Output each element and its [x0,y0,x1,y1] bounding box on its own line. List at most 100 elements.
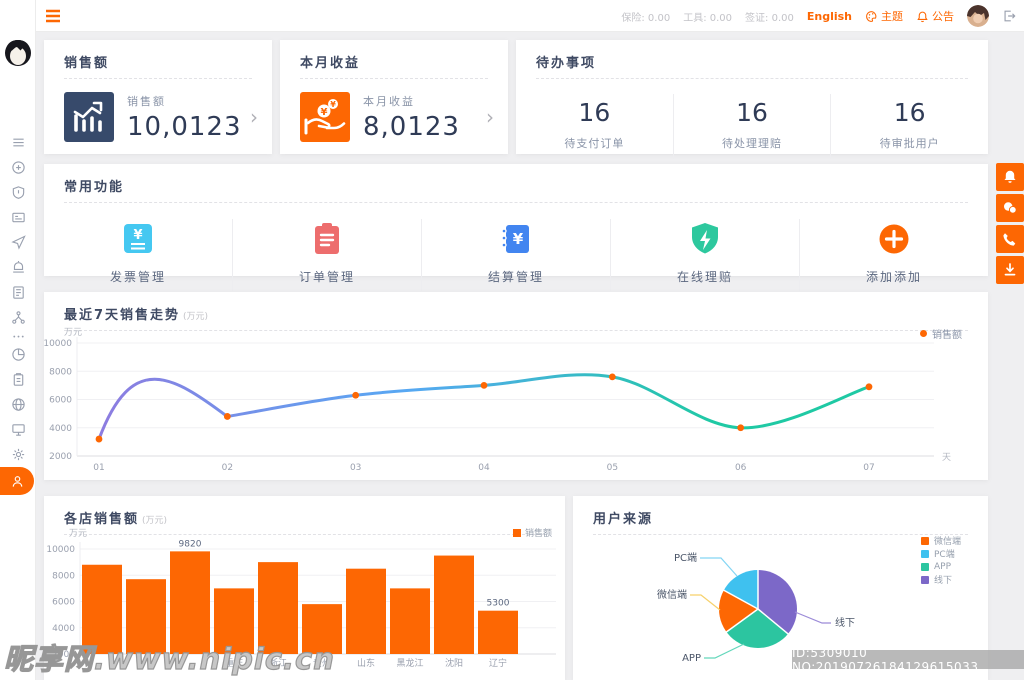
todo-count: 16 [893,98,926,127]
income-hand-icon: ¥ ¥ [300,92,350,142]
pie-legend: 微信端 PC端 APP 线下 [921,534,961,586]
card-title: 待办事项 [536,56,597,71]
app-logo-avatar[interactable] [4,38,32,68]
stat-value: 10,0123 [127,111,242,142]
svg-text:03: 03 [350,463,361,473]
sidebar-item-monitor[interactable] [0,417,36,442]
legend-label: PC端 [934,550,955,560]
svg-text:万元: 万元 [64,328,82,338]
sidebar-item-pie-chart[interactable] [0,342,36,367]
svg-text:6000: 6000 [49,396,72,406]
sidebar-nav [0,130,36,495]
pie-legend-item[interactable]: APP [921,560,961,573]
svg-text:辽宁: 辽宁 [489,657,507,669]
menu-toggle-icon[interactable] [44,7,62,25]
globe-icon [11,398,25,411]
svg-text:¥: ¥ [133,228,142,243]
quick-item-2[interactable]: 订单管理 [233,219,422,291]
sidebar-item-plus-circle[interactable] [0,155,36,180]
quick-item-label: 在线理赔 [676,270,733,284]
svg-text:5300: 5300 [487,599,510,609]
float-button-bell[interactable] [996,163,1024,191]
sidebar-item-id-card[interactable] [0,205,36,230]
pie-callout-label: 线下 [835,616,855,629]
notice-button[interactable]: 公告 [916,8,954,24]
svg-text:4000: 4000 [52,624,75,634]
claims-shield-icon [611,219,799,259]
bar-chart-canvas: 万元 销售额 10000 8000 6000 4000 2000 9820 重庆 浙江 贵州 山东 黑龙… [46,527,556,669]
org-icon [11,311,25,324]
todo-item[interactable]: 16 待处理理赔 [674,94,832,159]
user-avatar[interactable] [967,5,989,27]
chevron-right-icon[interactable]: › [250,105,258,129]
divider [593,534,968,535]
svg-text:07: 07 [863,463,874,473]
svg-text:贵州: 贵州 [313,657,331,669]
pie-chart-card: 用户来源 微信端 PC端 APP 线下 线下 APP 微信端 PC端 [573,496,988,680]
pie-legend-item[interactable]: 线下 [921,573,961,586]
sidebar-item-globe[interactable] [0,392,36,417]
sales-card: 销售额 销售额 10,0123 › [44,40,272,154]
legend-label: 微信端 [934,537,962,547]
pie-legend-item[interactable]: 微信端 [921,534,961,547]
card-title: 销售额 [64,56,110,71]
sidebar-item-alarm[interactable] [0,255,36,280]
float-button-download[interactable] [996,256,1024,284]
svg-text:沈阳: 沈阳 [445,657,463,669]
stat-label: 销售额 [127,94,166,108]
svg-text:10000: 10000 [44,339,72,349]
theme-button[interactable]: 主题 [865,8,903,24]
sidebar-item-gear[interactable] [0,442,36,467]
sales-chart-icon [64,92,114,142]
line-chart-card: 最近7天销售走势 (万元) 销售额 万元 10000 8000 6000 4000 2000… [44,292,988,480]
sidebar-item-user[interactable] [0,467,34,495]
svg-text:10000: 10000 [46,545,75,555]
logout-icon[interactable] [1002,9,1016,23]
divider [300,78,488,79]
sidebar-item-shield[interactable] [0,180,36,205]
svg-text:8000: 8000 [49,367,72,377]
quick-item-label: 订单管理 [298,270,355,284]
chart-title: 用户来源 [593,512,654,527]
quick-item-5[interactable]: 添加添加 [800,219,988,291]
divider [64,534,545,535]
bar-chart-card: 各店销售额 (万元) 万元 销售额 10000 8000 6000 4000 2000 9820… [44,496,565,680]
shield-icon [12,186,24,199]
svg-text:万元: 万元 [69,529,87,539]
svg-text:浙江: 浙江 [269,657,287,669]
float-button-phone[interactable] [996,225,1024,253]
todo-item[interactable]: 16 待审批用户 [831,94,988,159]
sidebar-item-plane[interactable] [0,230,36,255]
stat-label: 本月收益 [363,94,415,108]
menu-icon [12,138,24,147]
divider [64,78,252,79]
legend-sales[interactable]: 销售额 [920,326,962,341]
quick-item-1[interactable]: ¥ 发票管理 [44,219,233,291]
sidebar-item-document[interactable] [0,280,36,305]
float-button-wechat[interactable] [996,194,1024,222]
clipboard-icon [13,373,23,386]
quick-item-4[interactable]: 在线理赔 [611,219,800,291]
language-switch[interactable]: English [806,9,852,23]
bell-icon [916,10,929,23]
sidebar-item-org[interactable] [0,305,36,330]
sidebar-item-menu[interactable] [0,130,36,155]
pie-legend-item[interactable]: PC端 [921,547,961,560]
bell-icon [1004,170,1016,183]
quick-functions-grid: ¥ 发票管理 订单管理 ¥ 结算管理 在线理赔 添加添加 [44,203,988,291]
todo-label: 待处理理赔 [722,137,782,150]
pie-callout-label: 微信端 [657,588,687,601]
quick-item-3[interactable]: ¥ 结算管理 [422,219,611,291]
chevron-right-icon[interactable]: › [486,105,494,129]
todo-item[interactable]: 16 待支付订单 [516,94,674,159]
chart-title: 最近7天销售走势 (万元) [64,308,209,323]
sidebar-item-ellipsis[interactable] [0,330,36,342]
svg-text:¥: ¥ [321,107,328,118]
sidebar-item-clipboard[interactable] [0,367,36,392]
divider [64,330,968,331]
stat-value: 8,0123 [363,111,460,142]
divider [536,78,968,79]
phone-icon [1003,233,1016,246]
document-icon [12,286,24,299]
